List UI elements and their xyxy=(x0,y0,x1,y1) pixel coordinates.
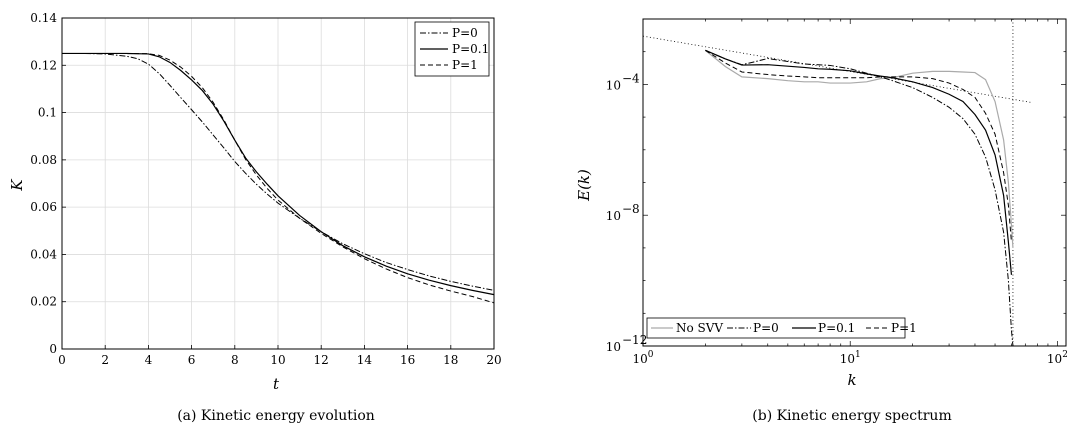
x-tick-label-a: 6 xyxy=(188,353,196,367)
y-tick-label-b: 10 xyxy=(606,78,621,92)
legend-label-p1-a: P=1 xyxy=(452,58,478,72)
x-tick-label-a: 18 xyxy=(443,353,458,367)
y-tick-label-a: 0.04 xyxy=(30,247,57,261)
x-axis-label-b: k xyxy=(847,371,856,389)
x-tick-label-a: 16 xyxy=(400,353,415,367)
x-tick-label-a: 12 xyxy=(314,353,329,367)
ticks-a: 0 2 4 6 8 10 12 14 16 18 20 0 0.02 0.04 0.06 0.08 0.1 0.1… xyxy=(30,11,501,367)
series-line-b-1 xyxy=(705,49,1014,346)
x-tick-label-a: 8 xyxy=(231,353,239,367)
series-line-b-3 xyxy=(705,49,1012,243)
y-tick-label-a: 0.1 xyxy=(38,106,57,120)
legend-label-nosvv-b: No SVV xyxy=(676,321,723,335)
y-tick-label-b: 10 xyxy=(606,209,621,223)
y-axis-label-a: K xyxy=(8,179,26,192)
y-tick-label-a: 0 xyxy=(49,342,57,356)
x-tick-label-b: 102 xyxy=(1047,350,1067,366)
x-tick-label-a: 0 xyxy=(58,353,66,367)
series-line-b-2 xyxy=(705,49,1013,275)
x-tick-label-a: 14 xyxy=(357,353,373,367)
y-tick-label-b: 10 xyxy=(606,340,621,354)
y-tick-exponent-b: −12 xyxy=(622,333,647,347)
series-line-a-2 xyxy=(62,52,495,304)
y-tick-exponent-b: −4 xyxy=(622,71,640,85)
series-line-a-1 xyxy=(62,52,495,296)
y-tick-exponent-b: −8 xyxy=(622,202,640,216)
x-axis-label-a: t xyxy=(273,375,280,393)
series-line-b-0 xyxy=(705,49,1014,248)
legend-a: P=0 P=0.1 P=1 xyxy=(414,21,490,77)
series-group-b xyxy=(643,19,1032,346)
legend-label-p0-b: P=0 xyxy=(753,321,779,335)
chart-panel-a: 0 2 4 6 8 10 12 14 16 18 20 0 0.02 0.04 0.06 0.08 0.1 0.1… xyxy=(8,11,502,424)
caption-a: (a) Kinetic energy evolution xyxy=(177,408,375,424)
legend-label-p01-b: P=0.1 xyxy=(818,321,855,335)
plot-frame-b xyxy=(642,18,1067,347)
x-tick-label-a: 10 xyxy=(270,353,285,367)
caption-b: (b) Kinetic energy spectrum xyxy=(752,408,951,424)
y-tick-label-a: 0.12 xyxy=(30,58,57,72)
y-tick-label-a: 0.08 xyxy=(30,153,57,167)
y-axis-label-b: E(k) xyxy=(575,169,593,202)
legend-b: No SVV P=0 P=0.1 P=1 xyxy=(646,317,917,339)
x-tick-label-a: 4 xyxy=(145,353,153,367)
y-tick-label-a: 0.02 xyxy=(30,295,57,309)
x-tick-label-b: 100 xyxy=(632,350,653,366)
x-tick-label-a: 2 xyxy=(101,353,109,367)
x-tick-label-b: 101 xyxy=(840,350,861,366)
series-group-a xyxy=(62,52,495,304)
legend-label-p01-a: P=0.1 xyxy=(452,42,489,56)
legend-label-p1-b: P=1 xyxy=(891,321,917,335)
legend-box-b xyxy=(646,317,906,339)
y-tick-label-a: 0.14 xyxy=(30,11,57,25)
y-tick-label-a: 0.06 xyxy=(30,200,57,214)
legend-label-p0-a: P=0 xyxy=(452,26,478,40)
series-line-a-0 xyxy=(62,52,495,291)
x-tick-label-a: 20 xyxy=(486,353,501,367)
